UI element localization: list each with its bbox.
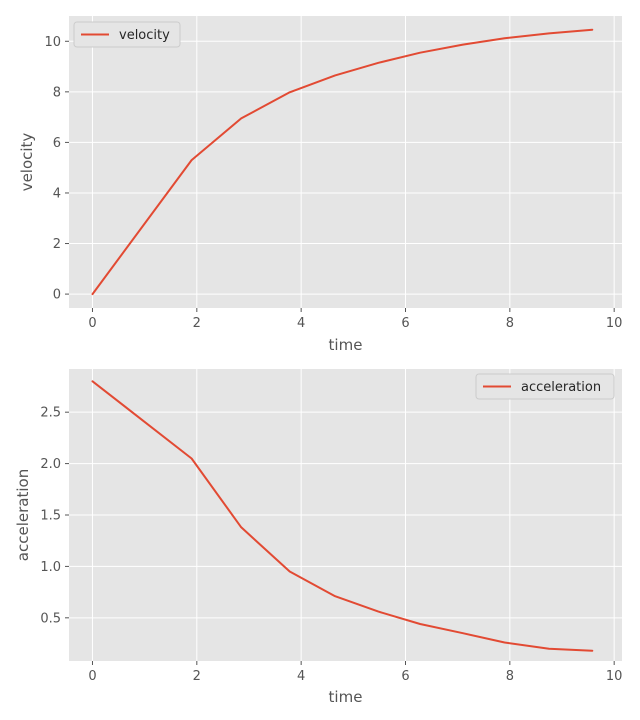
y-tick-label: 10: [44, 35, 61, 50]
x-tick-label: 2: [193, 316, 201, 331]
x-tick-label: 10: [606, 669, 623, 684]
x-tick-label: 0: [88, 669, 96, 684]
x-tick-label: 2: [193, 669, 201, 684]
x-axis-label: time: [329, 336, 363, 354]
y-tick-label: 0: [53, 288, 61, 303]
y-tick-label: 2.5: [40, 406, 61, 421]
legend-label: acceleration: [521, 380, 601, 395]
legend-box: [73, 21, 181, 48]
x-tick-label: 6: [401, 316, 409, 331]
x-tick-label: 6: [401, 669, 409, 684]
y-axis-label: velocity: [18, 133, 36, 192]
x-tick-label: 10: [606, 316, 623, 331]
x-axis-label: time: [329, 688, 363, 706]
legend-box: [475, 373, 615, 400]
x-tick-label: 8: [506, 316, 514, 331]
legend: acceleration: [475, 373, 615, 400]
x-tick-label: 8: [506, 669, 514, 684]
y-tick-label: 8: [53, 85, 61, 100]
y-tick-label: 0.5: [40, 611, 61, 626]
series-line-velocity: [91, 28, 594, 296]
acceleration-chart: 0 2 4 6 8 10 0.5 1.0 1.5 2.0 2.5 time acceleration ac…: [14, 369, 622, 706]
velocity-chart: 0 2 4 6 8 10 0 2 4 6 8 10 time velocity velocity: [18, 16, 622, 354]
y-tick-label: 4: [53, 186, 61, 201]
y-tick-label: 2: [53, 237, 61, 252]
legend-label: velocity: [119, 28, 170, 43]
x-tick-label: 4: [297, 669, 305, 684]
y-tick-label: 1.5: [40, 509, 61, 524]
legend: velocity: [73, 21, 181, 48]
y-axis-label: acceleration: [14, 469, 32, 561]
y-tick-label: 2.0: [40, 457, 61, 472]
y-tick-label: 1.0: [40, 560, 61, 575]
x-tick-label: 4: [297, 316, 305, 331]
x-tick-label: 0: [88, 316, 96, 331]
series-line-acceleration: [91, 380, 594, 652]
y-tick-label: 6: [53, 136, 61, 151]
plot-area: [69, 16, 622, 308]
